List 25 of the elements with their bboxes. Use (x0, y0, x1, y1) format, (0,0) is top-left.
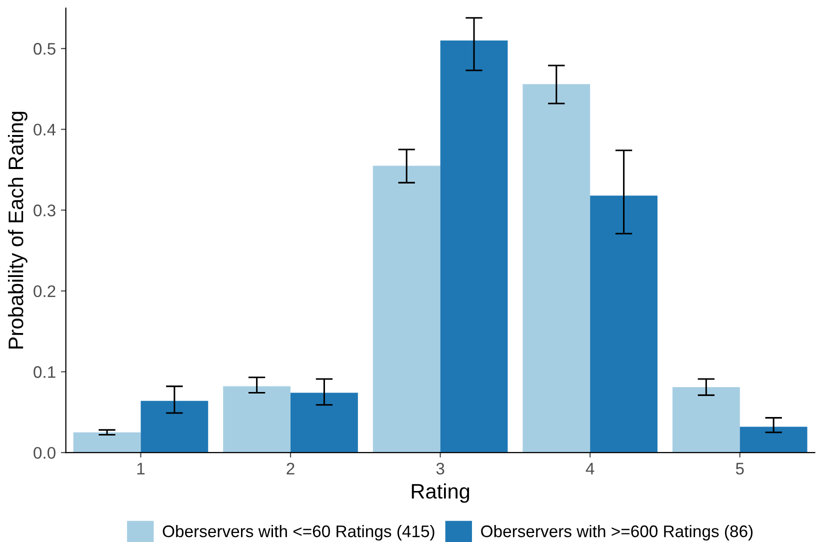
y-tick-label: 0.4 (34, 124, 56, 136)
x-tick-label: 2 (286, 462, 294, 474)
x-tick-label: 5 (736, 462, 744, 475)
y-tick-label: 0.5 (34, 42, 56, 55)
bar (140, 400, 208, 453)
bar (590, 196, 658, 453)
legend-label: Oberservers with <=60 Ratings (415) (162, 524, 434, 541)
bar (290, 392, 358, 453)
legend-label: Oberservers with >=600 Ratings (86) (481, 524, 753, 541)
bar (740, 426, 808, 453)
y-tick-label: 0.0 (34, 446, 56, 459)
bar (440, 40, 508, 453)
y-tick-label: 0.3 (34, 204, 56, 216)
bar (372, 166, 440, 453)
y-axis-title: Probability of Each Rating (8, 112, 28, 348)
bar (73, 432, 141, 453)
y-tick-label: 0.2 (34, 285, 56, 298)
x-tick-label: 3 (436, 462, 444, 475)
x-axis-title: Rating (412, 483, 470, 503)
bar (522, 84, 590, 453)
x-tick-label: 4 (586, 462, 594, 474)
x-tick-label: 1 (137, 462, 145, 474)
bar (223, 386, 291, 453)
bar (672, 387, 740, 453)
y-tick-label: 0.1 (34, 366, 56, 378)
